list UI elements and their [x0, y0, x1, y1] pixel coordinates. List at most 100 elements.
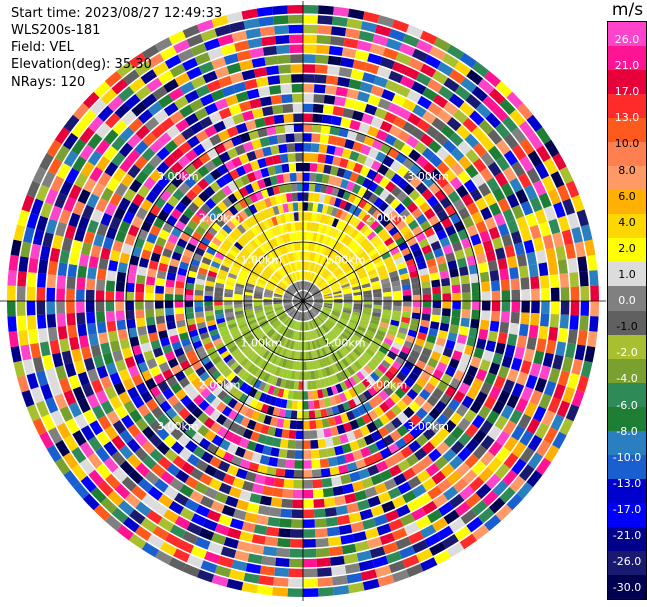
velocity-gate	[344, 452, 355, 463]
velocity-gate	[344, 563, 361, 574]
velocity-gate	[195, 366, 206, 377]
velocity-gate	[155, 301, 164, 309]
velocity-gate	[298, 312, 302, 321]
velocity-gate	[360, 569, 378, 581]
velocity-gate	[352, 531, 367, 543]
velocity-gate	[119, 158, 134, 173]
velocity-gate	[289, 285, 296, 293]
velocity-gate	[260, 167, 270, 178]
velocity-gate	[312, 274, 318, 283]
velocity-gate	[393, 116, 407, 129]
velocity-gate	[289, 548, 303, 558]
velocity-gate	[103, 129, 119, 145]
velocity-gate	[337, 188, 346, 199]
velocity-gate	[349, 172, 360, 183]
velocity-gate	[557, 370, 570, 387]
velocity-gate	[446, 44, 465, 60]
velocity-gate	[442, 406, 455, 419]
velocity-gate	[362, 72, 377, 84]
velocity-gate	[552, 431, 567, 449]
velocity-gate	[284, 317, 291, 325]
velocity-gate	[223, 238, 233, 248]
velocity-gate	[375, 460, 389, 473]
velocity-gate	[490, 280, 501, 292]
velocity-gate	[257, 86, 271, 97]
velocity-gate	[274, 427, 283, 438]
velocity-gate	[488, 441, 503, 457]
velocity-gate	[315, 277, 322, 285]
velocity-gate	[526, 114, 543, 132]
velocity-gate	[166, 272, 177, 281]
velocity-gate	[417, 261, 427, 270]
velocity-gate	[324, 437, 334, 448]
velocity-gate	[303, 291, 307, 300]
velocity-gate	[529, 389, 543, 406]
velocity-gate	[238, 322, 248, 330]
velocity-gate	[129, 336, 140, 347]
velocity-gate	[466, 386, 479, 400]
velocity-gate	[155, 236, 167, 248]
velocity-gate	[289, 420, 297, 430]
velocity-gate	[104, 425, 119, 441]
velocity-gate	[227, 409, 239, 421]
velocity-gate	[227, 181, 239, 193]
velocity-gate	[174, 307, 184, 315]
velocity-gate	[256, 358, 265, 368]
velocity-gate	[384, 193, 396, 205]
velocity-gate	[113, 206, 126, 221]
velocity-gate	[351, 110, 364, 122]
velocity-gate	[520, 386, 534, 402]
velocity-gate	[309, 341, 314, 350]
velocity-gate	[163, 78, 179, 93]
velocity-gate	[542, 234, 554, 250]
velocity-gate	[244, 183, 255, 195]
velocity-gate	[251, 108, 264, 119]
velocity-gate	[269, 277, 278, 285]
velocity-gate	[332, 266, 340, 274]
velocity-gate	[80, 161, 95, 177]
velocity-gate	[326, 145, 336, 155]
velocity-gate	[86, 278, 96, 291]
velocity-gate	[283, 294, 293, 299]
velocity-gate	[233, 301, 243, 305]
velocity-gate	[167, 195, 180, 208]
velocity-gate	[415, 359, 427, 371]
velocity-gate	[175, 469, 190, 483]
velocity-gate	[364, 62, 380, 75]
velocity-gate	[247, 242, 256, 252]
velocity-gate	[177, 169, 190, 182]
velocity-gate	[399, 208, 411, 220]
velocity-gate	[118, 500, 135, 516]
velocity-gate	[461, 395, 474, 409]
velocity-gate	[288, 308, 295, 315]
velocity-gate	[278, 448, 288, 458]
velocity-gate	[114, 483, 131, 499]
velocity-gate	[541, 175, 556, 192]
velocity-gate	[155, 308, 165, 317]
velocity-gate	[422, 294, 432, 301]
velocity-gate	[437, 478, 452, 493]
velocity-gate	[441, 534, 459, 549]
velocity-gate	[267, 165, 276, 176]
velocity-gate	[533, 237, 545, 252]
velocity-gate	[359, 238, 369, 248]
velocity-gate	[276, 346, 283, 356]
velocity-gate	[76, 301, 85, 313]
velocity-gate	[473, 243, 485, 255]
velocity-gate	[446, 470, 462, 485]
velocity-gate	[343, 305, 353, 309]
velocity-gate	[71, 138, 87, 156]
velocity-gate	[374, 333, 385, 342]
velocity-gate	[96, 365, 109, 379]
velocity-gate	[244, 348, 254, 357]
velocity-gate	[328, 227, 336, 237]
velocity-gate	[334, 445, 344, 456]
velocity-gate	[267, 207, 276, 217]
velocity-gate	[497, 198, 511, 213]
velocity-gate	[141, 147, 156, 162]
velocity-gate	[466, 516, 484, 533]
colorbar-segment	[608, 166, 646, 192]
velocity-gate	[326, 447, 336, 457]
velocity-gate	[272, 407, 281, 417]
velocity-gate	[286, 399, 293, 409]
